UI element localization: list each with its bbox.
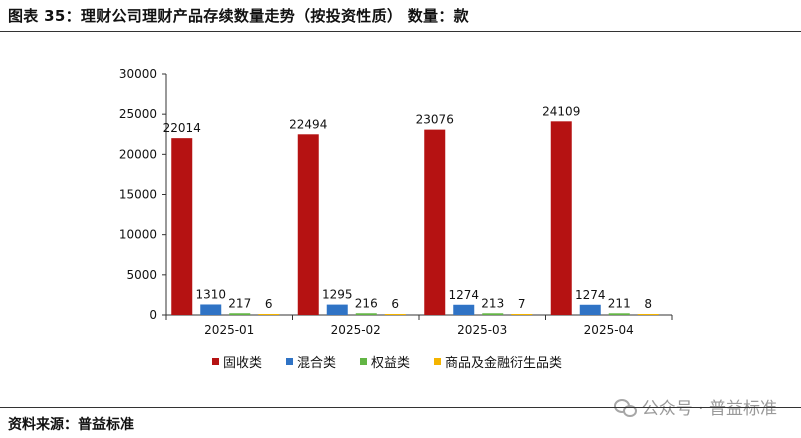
- data-label: 1274: [448, 288, 479, 302]
- bar: [355, 313, 377, 315]
- legend-swatch: [286, 358, 294, 365]
- data-label: 6: [265, 297, 273, 311]
- bar: [637, 314, 659, 315]
- data-label: 1274: [575, 288, 606, 302]
- legend-label: 权益类: [371, 356, 411, 371]
- bar: [482, 313, 504, 315]
- data-label: 217: [228, 296, 251, 310]
- legend-item: 混合类: [286, 352, 336, 371]
- bar: [550, 121, 572, 315]
- y-tick-label: 10000: [119, 228, 157, 242]
- bar: [608, 313, 630, 315]
- x-tick-label: 2025-04: [584, 323, 634, 337]
- top-divider: [0, 31, 801, 32]
- bar: [424, 129, 446, 315]
- figure-title: 图表 35：理财公司理财产品存续数量走势（按投资性质） 数量：款: [8, 7, 469, 25]
- legend-label: 商品及金融衍生品类: [445, 356, 563, 371]
- bar: [579, 304, 601, 315]
- bar: [171, 138, 193, 315]
- watermark-text: 公众号 · 普益标准: [641, 399, 777, 419]
- chart-legend: 固收类 混合类 权益类 商品及金融衍生品类: [212, 352, 562, 371]
- source-note: 资料来源：普益标准: [8, 417, 134, 433]
- legend-item: 权益类: [360, 352, 410, 371]
- data-label: 22494: [289, 117, 327, 131]
- legend-swatch: [212, 358, 219, 365]
- data-label: 6: [391, 297, 399, 311]
- x-tick-label: 2025-03: [457, 323, 507, 337]
- bar: [229, 313, 251, 315]
- data-label: 22014: [163, 121, 201, 135]
- y-tick-label: 30000: [119, 67, 157, 81]
- bar: [326, 304, 348, 315]
- bar: [258, 314, 280, 315]
- watermark: 公众号 · 普益标准: [613, 394, 777, 419]
- y-tick-label: 5000: [126, 268, 157, 282]
- legend-label: 混合类: [297, 356, 337, 371]
- data-label: 211: [608, 296, 631, 310]
- legend-swatch: [360, 358, 368, 365]
- wechat-icon: [613, 398, 637, 417]
- legend-swatch: [434, 358, 442, 365]
- data-label: 213: [481, 296, 504, 310]
- legend-item: 固收类: [212, 352, 262, 371]
- bar: [297, 134, 319, 315]
- data-label: 1295: [322, 288, 353, 302]
- legend-label: 固收类: [223, 356, 263, 371]
- x-tick-label: 2025-01: [204, 323, 254, 337]
- bar-chart: 0500010000150002000025000300002201413102…: [119, 67, 673, 337]
- bar: [200, 304, 222, 315]
- bar: [384, 314, 406, 315]
- legend-item: 商品及金融衍生品类: [434, 352, 562, 371]
- data-label: 8: [644, 297, 652, 311]
- bar: [511, 314, 533, 315]
- y-tick-label: 15000: [119, 188, 157, 202]
- data-label: 1310: [195, 287, 226, 301]
- x-tick-label: 2025-02: [331, 323, 381, 337]
- y-tick-label: 25000: [119, 107, 157, 121]
- data-label: 216: [355, 296, 378, 310]
- y-tick-label: 20000: [119, 147, 157, 161]
- data-label: 24109: [542, 104, 580, 118]
- data-label: 23076: [416, 113, 454, 127]
- data-label: 7: [518, 297, 526, 311]
- bottom-divider: [0, 407, 801, 408]
- bar: [453, 304, 475, 315]
- y-tick-label: 0: [149, 308, 157, 322]
